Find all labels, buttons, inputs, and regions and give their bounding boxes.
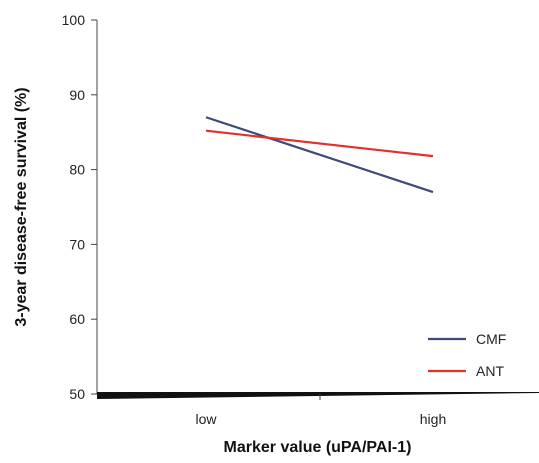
y-axis — [91, 19, 98, 395]
y-axis-title: 3-year disease-free survival (%) — [13, 87, 30, 326]
series-line-cmf — [205, 116, 434, 194]
x-axis-line — [97, 392, 539, 399]
y-tick-label: 100 — [62, 12, 86, 28]
y-tick-label: 60 — [69, 311, 85, 327]
x-tick-label: low — [195, 411, 217, 427]
y-tick-labels: 50 60 70 80 90 100 — [62, 12, 86, 402]
x-axis — [97, 392, 539, 400]
y-tick-label: 80 — [69, 162, 85, 178]
y-tick-label: 90 — [69, 87, 85, 103]
series-line-ant — [205, 129, 434, 158]
x-axis-title: Marker value (uPA/PAI-1) — [224, 439, 412, 456]
legend-label-ant: ANT — [476, 363, 504, 379]
y-tick-label: 50 — [69, 386, 85, 402]
y-tick-label: 70 — [69, 236, 85, 252]
series-lines — [205, 116, 434, 194]
legend-label-cmf: CMF — [476, 331, 506, 347]
x-tick-label: high — [420, 411, 446, 427]
x-tick-labels: low high — [195, 411, 446, 427]
legend: CMF ANT — [428, 331, 506, 379]
